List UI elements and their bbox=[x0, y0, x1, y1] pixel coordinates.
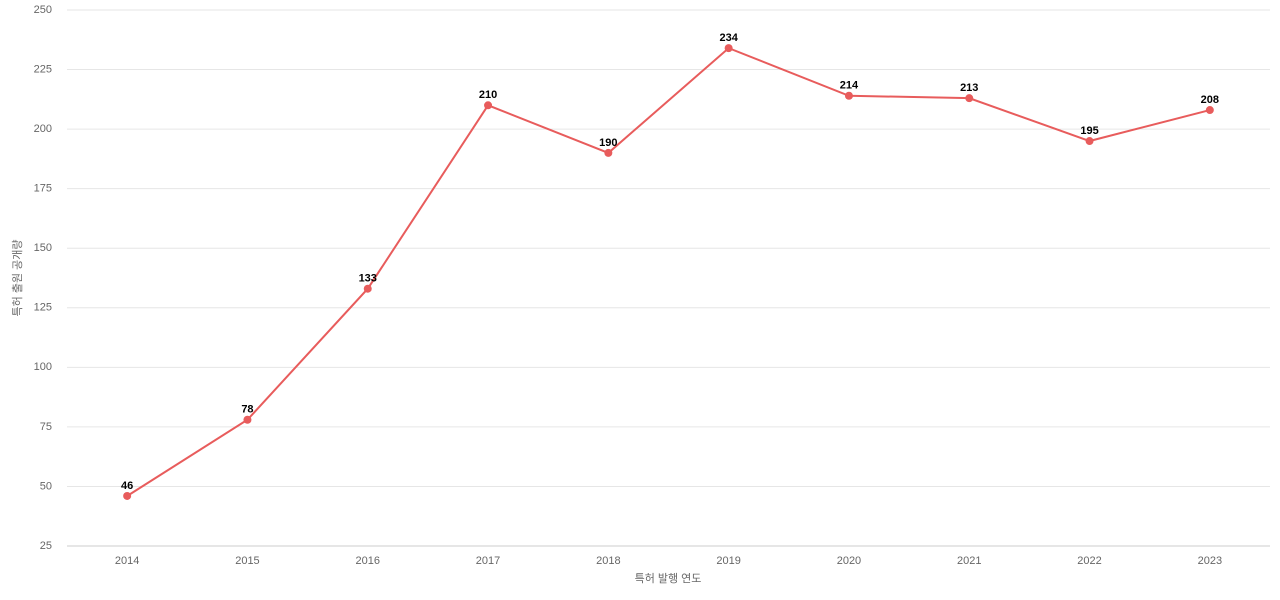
data-label: 213 bbox=[960, 82, 978, 94]
point bbox=[484, 101, 493, 110]
point bbox=[243, 415, 252, 424]
data-label: 195 bbox=[1080, 125, 1098, 137]
y-tick-label: 250 bbox=[34, 4, 52, 16]
y-tick-label: 225 bbox=[34, 63, 52, 75]
x-tick-label: 2018 bbox=[596, 555, 620, 567]
y-tick-label: 200 bbox=[34, 123, 52, 135]
data-label: 46 bbox=[121, 480, 133, 492]
data-label: 190 bbox=[599, 137, 617, 149]
x-tick-label: 2023 bbox=[1198, 555, 1222, 567]
y-tick-label: 175 bbox=[34, 183, 52, 195]
y-axis-title: 특허 출원 공개량 bbox=[11, 240, 24, 317]
data-label: 133 bbox=[359, 273, 377, 285]
data-label: 78 bbox=[241, 404, 253, 416]
x-tick-label: 2014 bbox=[115, 555, 139, 567]
point bbox=[363, 284, 372, 293]
x-tick-label: 2015 bbox=[235, 555, 259, 567]
line bbox=[126, 46, 1211, 497]
x-tick-label: 2022 bbox=[1077, 555, 1101, 567]
x-tick-label: 2016 bbox=[356, 555, 380, 567]
point bbox=[965, 94, 974, 103]
data-label: 208 bbox=[1201, 94, 1219, 106]
x-tick-label: 2019 bbox=[716, 555, 740, 567]
point bbox=[844, 91, 853, 100]
y-tick-label: 125 bbox=[34, 302, 52, 314]
point bbox=[1205, 106, 1214, 115]
data-label: 234 bbox=[719, 32, 738, 44]
data-label: 210 bbox=[479, 89, 497, 101]
x-axis-title: 특허 발행 연도 bbox=[635, 572, 702, 585]
point bbox=[604, 148, 613, 157]
point bbox=[123, 491, 132, 500]
data-label: 214 bbox=[840, 80, 859, 92]
y-tick-label: 150 bbox=[34, 242, 52, 254]
point bbox=[1085, 137, 1094, 146]
y-tick-label: 25 bbox=[40, 540, 52, 552]
y-tick-label: 50 bbox=[40, 480, 52, 492]
y-tick-label: 75 bbox=[40, 421, 52, 433]
x-tick-label: 2021 bbox=[957, 555, 981, 567]
x-tick-label: 2017 bbox=[476, 555, 500, 567]
y-tick-label: 100 bbox=[34, 361, 52, 373]
x-tick-label: 2020 bbox=[837, 555, 861, 567]
point bbox=[724, 44, 733, 53]
